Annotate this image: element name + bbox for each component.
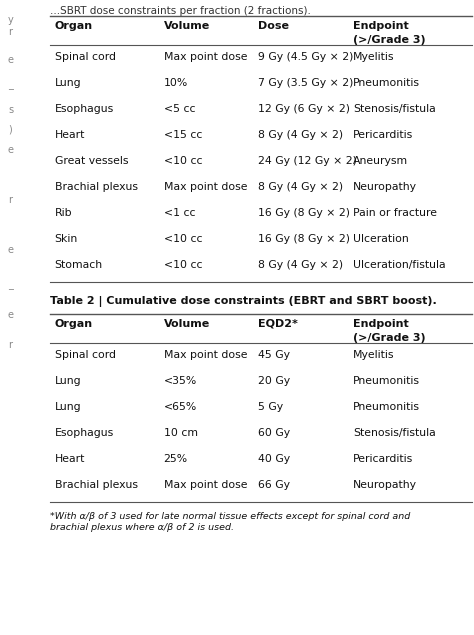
Text: 25%: 25% — [164, 454, 188, 464]
Text: e: e — [8, 310, 14, 320]
Text: y: y — [8, 15, 14, 25]
Text: ...SBRT dose constraints per fraction (2 fractions).: ...SBRT dose constraints per fraction (2… — [50, 6, 310, 16]
Text: 45 Gy: 45 Gy — [258, 350, 291, 360]
Text: Brachial plexus: Brachial plexus — [55, 480, 137, 490]
Text: 20 Gy: 20 Gy — [258, 376, 291, 386]
Text: Pericarditis: Pericarditis — [353, 454, 413, 464]
Text: 10%: 10% — [164, 78, 188, 88]
Text: 9 Gy (4.5 Gy × 2): 9 Gy (4.5 Gy × 2) — [258, 52, 354, 62]
Text: r: r — [8, 27, 12, 37]
Text: 16 Gy (8 Gy × 2): 16 Gy (8 Gy × 2) — [258, 234, 350, 244]
Text: 8 Gy (4 Gy × 2): 8 Gy (4 Gy × 2) — [258, 130, 344, 140]
Text: <1 cc: <1 cc — [164, 208, 195, 218]
Text: ): ) — [8, 125, 12, 135]
Text: (>/Grade 3): (>/Grade 3) — [353, 35, 426, 45]
Text: Rib: Rib — [55, 208, 72, 218]
Text: brachial plexus where α/β of 2 is used.: brachial plexus where α/β of 2 is used. — [50, 523, 234, 532]
Text: <5 cc: <5 cc — [164, 104, 195, 114]
Text: 8 Gy (4 Gy × 2): 8 Gy (4 Gy × 2) — [258, 182, 344, 192]
Text: Neuropathy: Neuropathy — [353, 480, 417, 490]
Text: Lung: Lung — [55, 78, 81, 88]
Text: e: e — [8, 145, 14, 155]
Text: Stenosis/fistula: Stenosis/fistula — [353, 428, 436, 438]
Text: Pain or fracture: Pain or fracture — [353, 208, 437, 218]
Text: e: e — [8, 55, 14, 65]
Text: <10 cc: <10 cc — [164, 260, 202, 270]
Text: Brachial plexus: Brachial plexus — [55, 182, 137, 192]
Text: Myelitis: Myelitis — [353, 350, 395, 360]
Text: Ulceration: Ulceration — [353, 234, 409, 244]
Text: Dose: Dose — [258, 21, 289, 31]
Text: r: r — [8, 340, 12, 350]
Text: Ulceration/fistula: Ulceration/fistula — [353, 260, 446, 270]
Text: e: e — [8, 245, 14, 255]
Text: Volume: Volume — [164, 319, 210, 329]
Text: s: s — [8, 105, 13, 115]
Text: <35%: <35% — [164, 376, 197, 386]
Text: 10 cm: 10 cm — [164, 428, 198, 438]
Text: 40 Gy: 40 Gy — [258, 454, 291, 464]
Text: 66 Gy: 66 Gy — [258, 480, 291, 490]
Text: 60 Gy: 60 Gy — [258, 428, 291, 438]
Text: Pneumonitis: Pneumonitis — [353, 78, 420, 88]
Text: Organ: Organ — [55, 21, 92, 31]
Text: (>/Grade 3): (>/Grade 3) — [353, 333, 426, 343]
Text: Heart: Heart — [55, 130, 85, 140]
Text: _: _ — [8, 80, 13, 90]
Text: Skin: Skin — [55, 234, 78, 244]
Text: Myelitis: Myelitis — [353, 52, 395, 62]
Text: 8 Gy (4 Gy × 2): 8 Gy (4 Gy × 2) — [258, 260, 344, 270]
Text: Lung: Lung — [55, 402, 81, 412]
Text: Aneurysm: Aneurysm — [353, 156, 408, 166]
Text: Pneumonitis: Pneumonitis — [353, 376, 420, 386]
Text: <65%: <65% — [164, 402, 197, 412]
Text: *With α/β of 3 used for late normal tissue effects except for spinal cord and: *With α/β of 3 used for late normal tiss… — [50, 512, 410, 521]
Text: Stenosis/fistula: Stenosis/fistula — [353, 104, 436, 114]
Text: Spinal cord: Spinal cord — [55, 52, 116, 62]
Text: 16 Gy (8 Gy × 2): 16 Gy (8 Gy × 2) — [258, 208, 350, 218]
Text: Heart: Heart — [55, 454, 85, 464]
Text: Max point dose: Max point dose — [164, 52, 247, 62]
Text: Lung: Lung — [55, 376, 81, 386]
Text: Table 2 | Cumulative dose constraints (EBRT and SBRT boost).: Table 2 | Cumulative dose constraints (E… — [50, 296, 437, 307]
Text: <15 cc: <15 cc — [164, 130, 202, 140]
Text: r: r — [8, 195, 12, 205]
Text: <10 cc: <10 cc — [164, 156, 202, 166]
Text: Spinal cord: Spinal cord — [55, 350, 116, 360]
Text: Esophagus: Esophagus — [55, 104, 114, 114]
Text: 12 Gy (6 Gy × 2): 12 Gy (6 Gy × 2) — [258, 104, 350, 114]
Text: 7 Gy (3.5 Gy × 2): 7 Gy (3.5 Gy × 2) — [258, 78, 354, 88]
Text: Endpoint: Endpoint — [353, 319, 409, 329]
Text: Max point dose: Max point dose — [164, 480, 247, 490]
Text: Neuropathy: Neuropathy — [353, 182, 417, 192]
Text: Great vessels: Great vessels — [55, 156, 128, 166]
Text: Pneumonitis: Pneumonitis — [353, 402, 420, 412]
Text: Pericarditis: Pericarditis — [353, 130, 413, 140]
Text: EQD2*: EQD2* — [258, 319, 298, 329]
Text: Stomach: Stomach — [55, 260, 103, 270]
Text: 5 Gy: 5 Gy — [258, 402, 283, 412]
Text: Max point dose: Max point dose — [164, 350, 247, 360]
Text: Organ: Organ — [55, 319, 92, 329]
Text: _: _ — [8, 280, 13, 290]
Text: Volume: Volume — [164, 21, 210, 31]
Text: Endpoint: Endpoint — [353, 21, 409, 31]
Text: Esophagus: Esophagus — [55, 428, 114, 438]
Text: Max point dose: Max point dose — [164, 182, 247, 192]
Text: 24 Gy (12 Gy × 2): 24 Gy (12 Gy × 2) — [258, 156, 357, 166]
Text: <10 cc: <10 cc — [164, 234, 202, 244]
